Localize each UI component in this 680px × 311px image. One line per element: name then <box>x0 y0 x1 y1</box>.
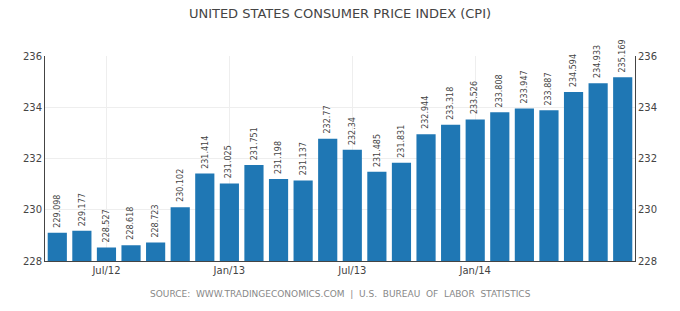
svg-text:228.527: 228.527 <box>102 209 111 242</box>
svg-text:231.414: 231.414 <box>201 136 210 169</box>
svg-text:230: 230 <box>638 204 657 215</box>
svg-text:233.808: 233.808 <box>495 74 504 107</box>
svg-text:233.887: 233.887 <box>544 73 553 106</box>
svg-text:SOURCE: WWW.TRADINGECONOMICS.: SOURCE: WWW.TRADINGECONOMICS.COM | U.S. … <box>150 289 531 299</box>
svg-text:UNITED STATES CONSUMER PRICE I: UNITED STATES CONSUMER PRICE INDEX (CPI) <box>189 6 491 21</box>
svg-text:230.102: 230.102 <box>176 169 185 202</box>
svg-text:232.77: 232.77 <box>323 105 332 133</box>
svg-text:Jul/12: Jul/12 <box>91 265 120 276</box>
svg-text:234.594: 234.594 <box>569 54 578 87</box>
svg-text:231.831: 231.831 <box>397 125 406 158</box>
svg-text:228.618: 228.618 <box>126 207 135 240</box>
svg-text:230: 230 <box>23 204 42 215</box>
svg-text:228: 228 <box>23 256 42 267</box>
svg-text:Jan/14: Jan/14 <box>458 265 491 276</box>
svg-text:236: 236 <box>638 51 657 62</box>
svg-text:234.933: 234.933 <box>593 45 602 78</box>
svg-text:231.485: 231.485 <box>373 134 382 167</box>
svg-text:231.025: 231.025 <box>224 145 233 178</box>
svg-text:229.177: 229.177 <box>78 193 87 226</box>
svg-text:228.723: 228.723 <box>151 205 160 238</box>
svg-text:232.944: 232.944 <box>421 96 430 129</box>
svg-text:233.526: 233.526 <box>470 81 479 114</box>
svg-text:231.137: 231.137 <box>299 142 308 175</box>
svg-text:232.34: 232.34 <box>348 117 357 145</box>
svg-text:235.169: 235.169 <box>618 39 627 72</box>
svg-text:233.947: 233.947 <box>520 70 529 103</box>
svg-text:Jul/13: Jul/13 <box>337 265 366 276</box>
svg-text:Jan/13: Jan/13 <box>213 265 246 276</box>
svg-text:234: 234 <box>23 102 42 113</box>
svg-text:231.751: 231.751 <box>250 127 259 160</box>
svg-text:228: 228 <box>638 256 657 267</box>
svg-text:233.318: 233.318 <box>446 87 455 120</box>
svg-text:231.198: 231.198 <box>274 141 283 174</box>
svg-text:232: 232 <box>23 153 42 164</box>
svg-text:232: 232 <box>638 153 657 164</box>
svg-text:234: 234 <box>638 102 657 113</box>
svg-text:229.098: 229.098 <box>53 195 62 228</box>
svg-text:236: 236 <box>23 51 42 62</box>
